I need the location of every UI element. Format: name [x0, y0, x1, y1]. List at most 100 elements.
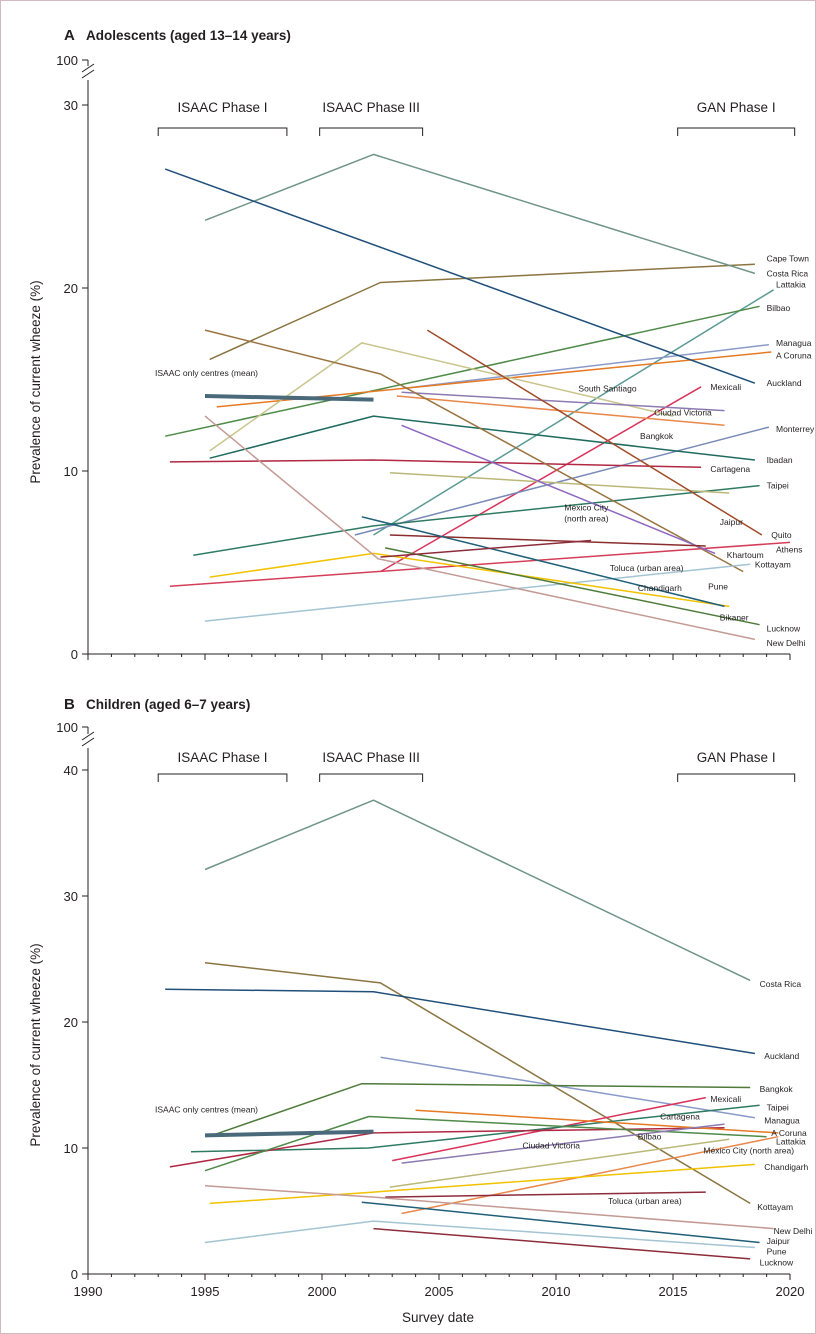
- y-axis-break-mark: [81, 63, 95, 73]
- series-line-mexicali: [380, 386, 702, 573]
- series-line-pune: [204, 1220, 755, 1249]
- series-label-lattakia: Lattakia: [776, 1137, 806, 1147]
- series-label-mexico-city-north-area: México City (north area): [703, 1146, 794, 1156]
- y-tick-label: 0: [71, 1267, 78, 1282]
- series-label-auckland: Auckland: [764, 1051, 799, 1061]
- series-label-quito: Quito: [771, 530, 792, 540]
- series-line-chandigarh: [361, 516, 725, 608]
- series-line-managua: [380, 1056, 756, 1119]
- y-tick-label: 20: [64, 281, 78, 296]
- x-tick-label: 2005: [425, 1284, 454, 1299]
- series-line-athens: [204, 329, 744, 573]
- series-line-lucknow: [373, 1227, 751, 1260]
- series-label-bangkok: Bangkok: [640, 431, 674, 441]
- series-line-bikaner: [209, 552, 730, 608]
- x-axis-title: Survey date: [402, 1310, 474, 1325]
- series-label-mexicali: Mexicali: [710, 382, 741, 392]
- series-line-bilbao: [165, 305, 760, 437]
- series-label-auckland: Auckland: [767, 378, 802, 388]
- y-tick-label: 0: [71, 647, 78, 662]
- series-label-new-delhi: New Delhi: [767, 638, 806, 648]
- phase-label-gan-phase-i: GAN Phase I: [697, 100, 776, 115]
- series-label-jaipur: Jaipur: [720, 517, 743, 527]
- mean-series-label: ISAAC only centres (mean): [155, 368, 258, 378]
- y-axis-break-mark: [81, 69, 95, 79]
- series-label-costa-rica: Costa Rica: [767, 268, 809, 278]
- phase-label-isaac-phase-iii: ISAAC Phase III: [322, 750, 420, 765]
- series-line-mexico-city-north-area: [389, 1138, 730, 1188]
- series-label-kottayam: Kottayam: [755, 559, 791, 569]
- y-tick-label: 30: [64, 98, 78, 113]
- series-line-quito: [426, 329, 763, 536]
- series-line-bangkok: [211, 1082, 751, 1137]
- phase-bracket-gan-phase-i: [677, 773, 796, 782]
- series-line-taipei: [193, 484, 760, 556]
- series-label-bilbao: Bilbao: [638, 1132, 662, 1142]
- series-line-costa-rica: [204, 153, 756, 275]
- mean-series-label: ISAAC only centres (mean): [155, 1105, 258, 1115]
- series-label-khartoum: Khartoum: [727, 550, 764, 560]
- series-line-auckland: [164, 168, 756, 384]
- series-label-chandigarh: Chandigarh: [764, 1162, 808, 1172]
- series-label-ibadan: Ibadan: [767, 455, 793, 465]
- phase-bracket-isaac-phase-iii: [319, 127, 424, 136]
- series-line-cartagena: [169, 459, 702, 469]
- series-label-jaipur: Jaipur: [767, 1236, 790, 1246]
- phase-label-isaac-phase-i: ISAAC Phase I: [178, 750, 268, 765]
- y-axis-title-a: Prevalence of current wheeze (%): [28, 280, 43, 483]
- series-line-managua: [401, 343, 769, 390]
- y-tick-label-100: 100: [56, 53, 78, 68]
- series-label-cartagena: Cartagena: [660, 1112, 700, 1122]
- y-tick-label-100: 100: [56, 720, 78, 735]
- series-label-pune: Pune: [708, 581, 728, 591]
- series-label-mexicali: Mexicali: [710, 1094, 741, 1104]
- series-line-mexico-city-north-area: [389, 472, 730, 494]
- phase-bracket-isaac-phase-iii: [319, 773, 424, 782]
- series-label-chandigarh: Chandigarh: [638, 583, 682, 593]
- mean-series-line: [204, 394, 374, 402]
- series-line-south-santiago: [209, 342, 674, 452]
- series-label-athens: Athens: [776, 545, 802, 555]
- phase-label-isaac-phase-i: ISAAC Phase I: [178, 100, 268, 115]
- phase-bracket-isaac-phase-i: [157, 773, 288, 782]
- series-line-khartoum: [401, 424, 716, 555]
- series-line-monterrey: [354, 426, 770, 536]
- series-label-ciudad-victoria: Ciudad Victoria: [523, 1141, 581, 1151]
- series-line-auckland: [165, 988, 756, 1055]
- series-line-a-coruna: [415, 1109, 779, 1134]
- phase-bracket-isaac-phase-i: [157, 127, 288, 136]
- series-line-ciudad-victoria: [401, 1123, 725, 1164]
- series-label-lucknow: Lucknow: [767, 623, 801, 633]
- x-tick-label: 2010: [542, 1284, 571, 1299]
- x-tick-label: 2015: [659, 1284, 688, 1299]
- series-line-lucknow: [385, 547, 760, 626]
- series-label-lucknow: Lucknow: [760, 1258, 794, 1268]
- series-label-ciudad-victoria: Ciudad Victoria: [654, 407, 712, 417]
- x-tick-label: 1995: [191, 1284, 220, 1299]
- series-label-north-area: (north area): [564, 514, 609, 524]
- series-label-lattakia: Lattakia: [776, 279, 806, 289]
- panel-b-children: B Children (aged 6–7 years) 100 0 10 20 30 40…: [56, 696, 812, 1299]
- y-tick-label: 30: [64, 889, 78, 904]
- series-line-bangkok: [396, 395, 725, 427]
- series-line-bilbao: [204, 1115, 767, 1172]
- series-line-pune: [204, 563, 751, 622]
- series-label-taipei: Taipei: [767, 1103, 789, 1113]
- y-tick-label: 10: [64, 1141, 78, 1156]
- series-line-chandigarh: [209, 1163, 755, 1205]
- series-line-kottayam: [204, 962, 751, 1205]
- series-label-new-delhi: New Delhi: [774, 1226, 813, 1236]
- series-label-taipei: Taipei: [767, 481, 789, 491]
- y-tick-label: 40: [64, 763, 78, 778]
- series-line-toluca-urban-area: [385, 1191, 706, 1198]
- series-label-a-coruna: A Coruna: [776, 351, 812, 361]
- series-label-costa-rica: Costa Rica: [760, 979, 802, 989]
- series-label-bilbao: Bilbao: [767, 303, 791, 313]
- phase-label-isaac-phase-iii: ISAAC Phase III: [322, 100, 420, 115]
- phase-label-gan-phase-i: GAN Phase I: [697, 750, 776, 765]
- series-line-toluca-urban-area: [380, 539, 592, 558]
- series-label-bikaner: Bikaner: [720, 612, 749, 622]
- series-label-bangkok: Bangkok: [760, 1084, 794, 1094]
- x-tick-label: 2020: [776, 1284, 805, 1299]
- panel-a-title: Adolescents (aged 13–14 years): [86, 28, 291, 43]
